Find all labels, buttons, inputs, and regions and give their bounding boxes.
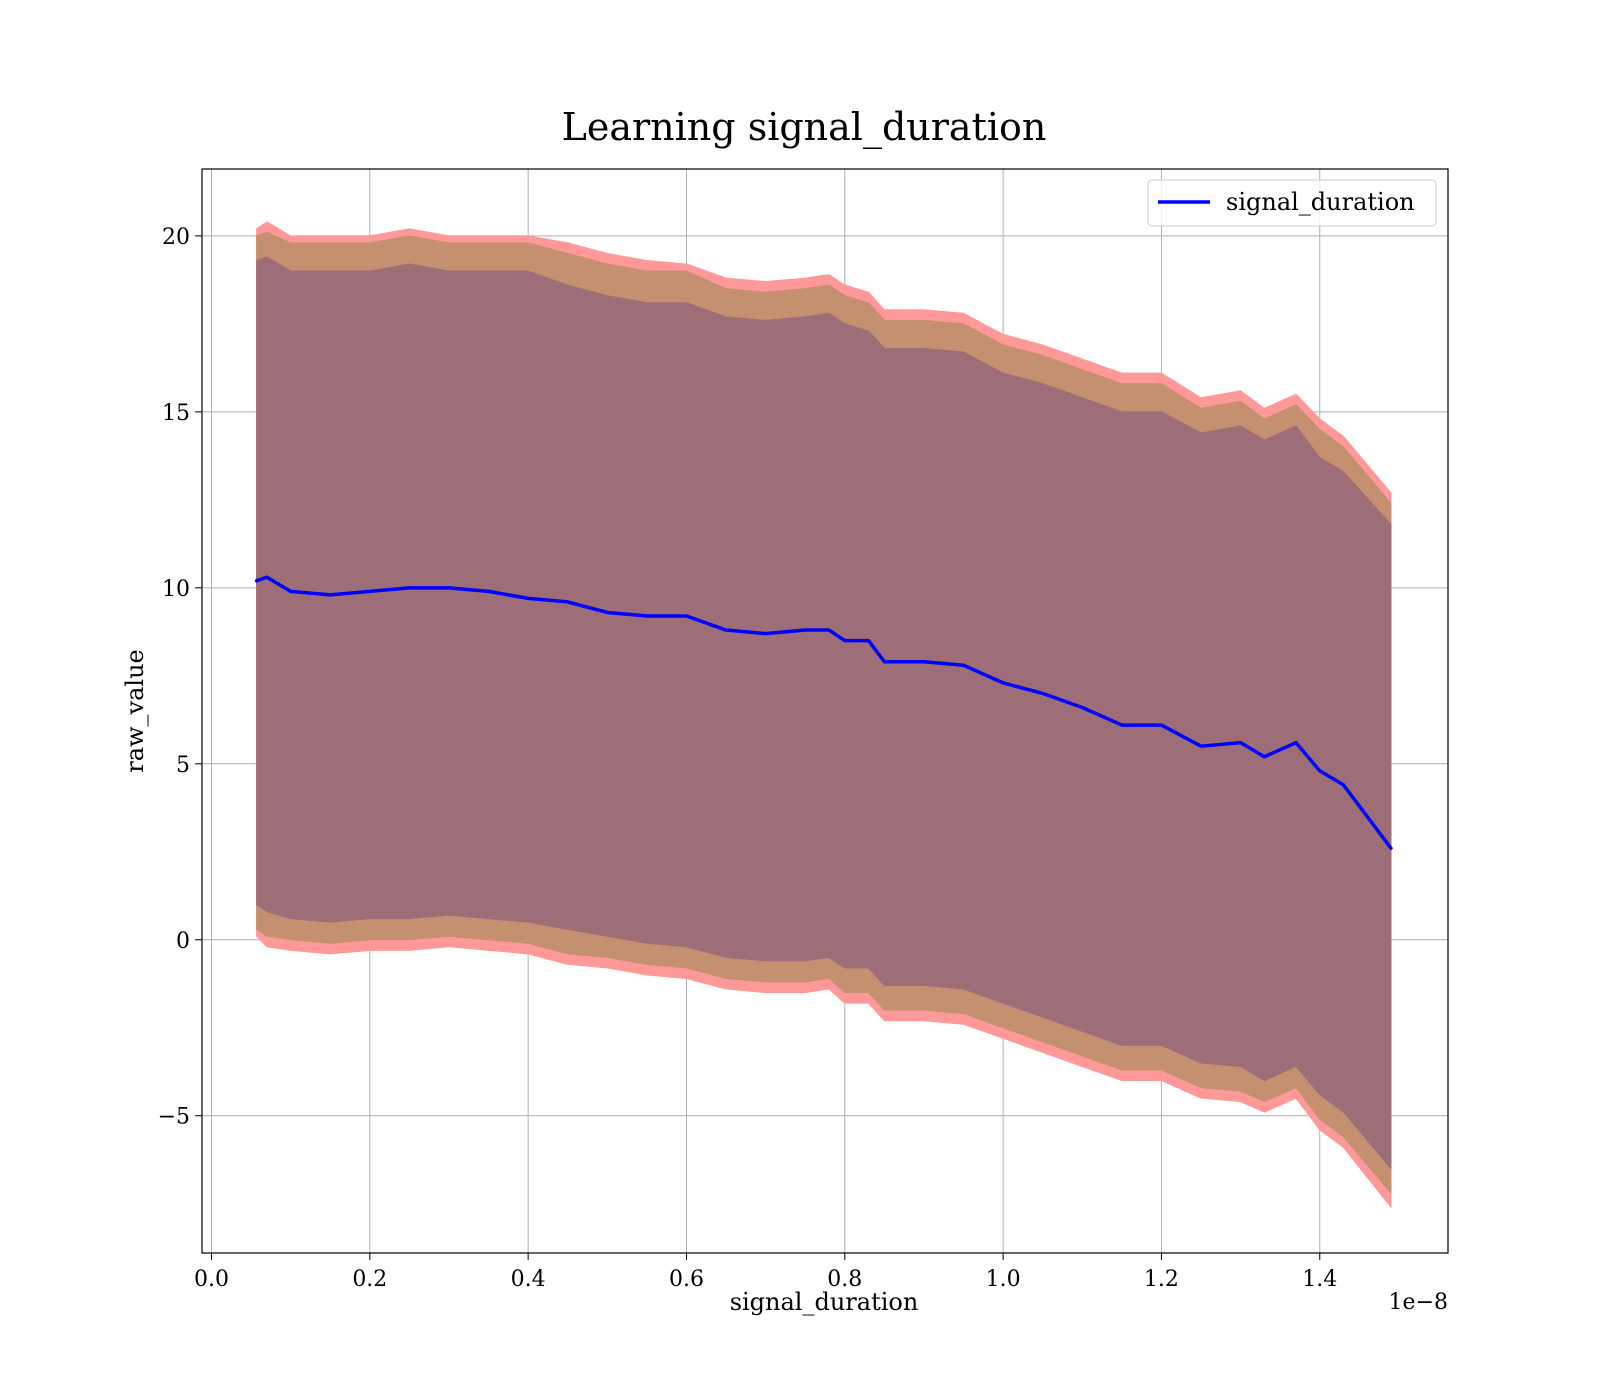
x-axis-offset-text: 1e−8: [1389, 1290, 1448, 1315]
x-tick-label: 0.6: [669, 1267, 704, 1292]
y-axis-label: raw_value: [121, 649, 149, 773]
y-tick-label: 10: [162, 577, 190, 602]
y-tick-label: 15: [162, 401, 190, 426]
x-tick-label: 0.0: [194, 1267, 229, 1292]
x-axis-ticks: 0.0 0.2 0.4 0.6 0.8 1.0 1.2 1.4: [194, 1253, 1337, 1292]
x-tick-label: 0.4: [511, 1267, 546, 1292]
y-axis-ticks: −5 0 5 10 15 20: [158, 225, 202, 1130]
x-axis-label: signal_duration: [730, 1288, 919, 1316]
x-tick-label: 1.0: [986, 1267, 1021, 1292]
x-tick-label: 1.2: [1144, 1267, 1179, 1292]
x-tick-label: 0.8: [827, 1267, 862, 1292]
y-tick-label: 20: [162, 225, 190, 250]
legend-box: [1147, 179, 1437, 227]
legend: signal_duration: [1147, 179, 1437, 227]
x-tick-label: 0.2: [352, 1267, 387, 1292]
y-tick-label: 0: [176, 929, 190, 954]
chart-title: Learning signal_duration: [562, 105, 1047, 150]
y-tick-label: 5: [176, 753, 190, 778]
series-lines: [254, 575, 1393, 851]
confidence-bands: [256, 221, 1392, 1208]
x-tick-label: 1.4: [1302, 1267, 1337, 1292]
series-line-signal-duration: [254, 575, 1393, 851]
plot-frame: [201, 168, 1449, 1254]
legend-label-signal-duration: signal_duration: [1226, 188, 1415, 216]
band-inner: [256, 256, 1392, 1170]
y-tick-label: −5: [158, 1105, 190, 1130]
